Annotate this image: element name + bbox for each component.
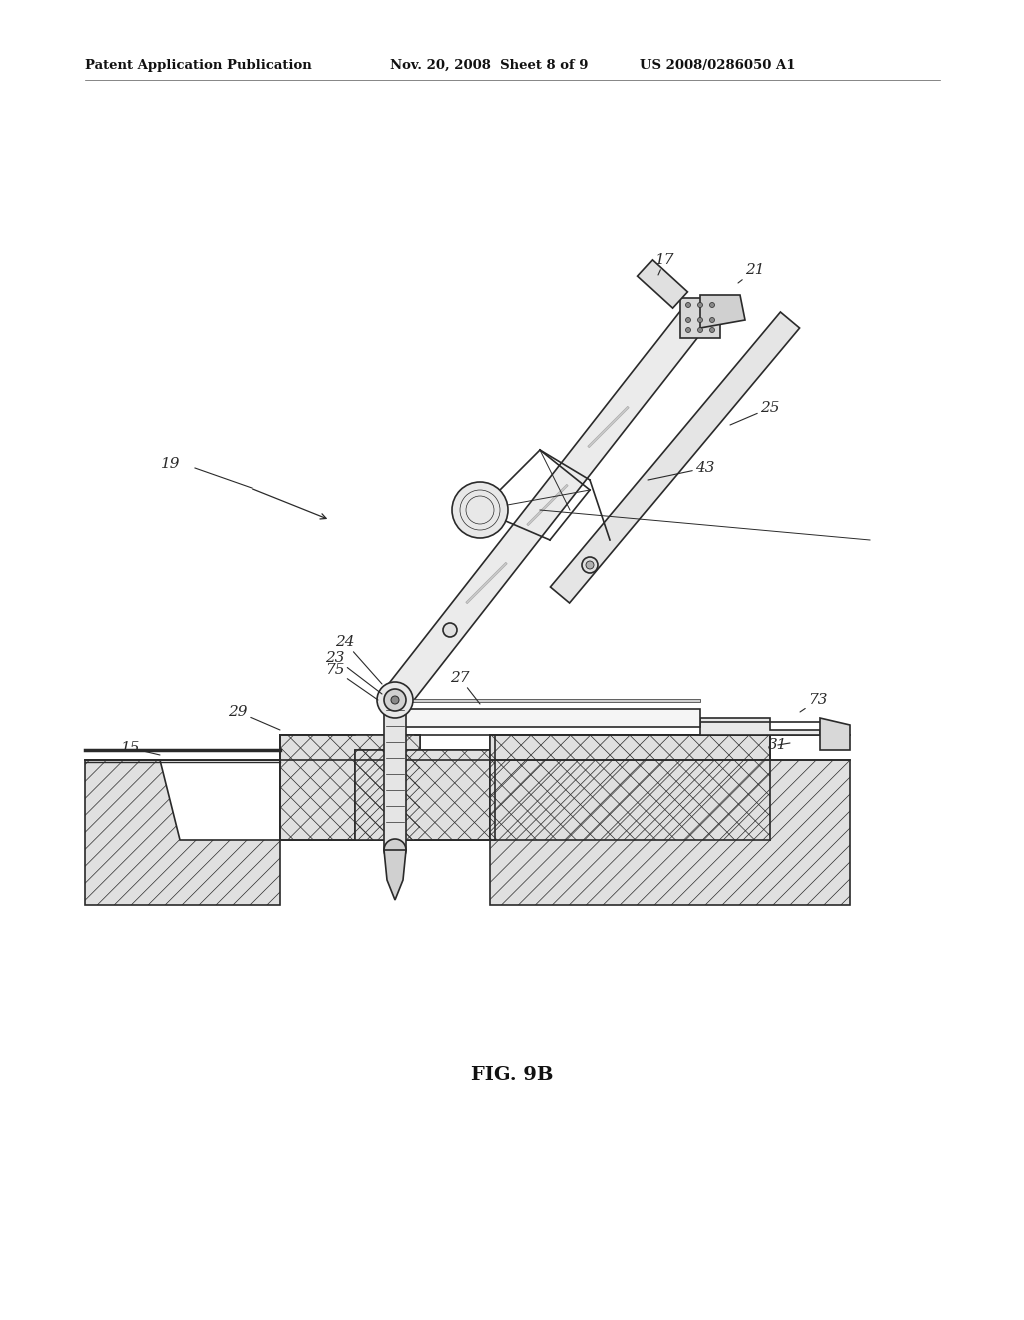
Circle shape: [586, 561, 594, 569]
Polygon shape: [490, 735, 770, 840]
Polygon shape: [280, 735, 420, 840]
Circle shape: [443, 623, 457, 638]
Polygon shape: [355, 750, 495, 840]
Polygon shape: [85, 760, 280, 906]
Circle shape: [697, 318, 702, 322]
Text: 29: 29: [228, 705, 280, 730]
Text: 25: 25: [730, 401, 779, 425]
Circle shape: [685, 318, 690, 322]
Text: 23: 23: [325, 651, 382, 694]
Circle shape: [384, 840, 406, 861]
Circle shape: [710, 318, 715, 322]
Text: 73: 73: [800, 693, 827, 711]
Text: 24: 24: [335, 635, 382, 684]
Polygon shape: [280, 735, 420, 840]
Polygon shape: [383, 301, 712, 709]
Circle shape: [685, 302, 690, 308]
Text: 19: 19: [161, 457, 180, 471]
Polygon shape: [700, 294, 745, 327]
Text: 43: 43: [648, 461, 715, 480]
Circle shape: [582, 557, 598, 573]
Circle shape: [710, 302, 715, 308]
Polygon shape: [280, 735, 420, 840]
Text: FIG. 9B: FIG. 9B: [471, 1067, 553, 1084]
Text: US 2008/0286050 A1: US 2008/0286050 A1: [640, 58, 796, 71]
Polygon shape: [355, 750, 495, 840]
Polygon shape: [700, 718, 820, 735]
Text: Nov. 20, 2008  Sheet 8 of 9: Nov. 20, 2008 Sheet 8 of 9: [390, 58, 589, 71]
Polygon shape: [680, 298, 720, 338]
Polygon shape: [588, 407, 629, 447]
Text: 15: 15: [121, 741, 160, 755]
Polygon shape: [395, 709, 700, 727]
Polygon shape: [820, 718, 850, 750]
Polygon shape: [355, 750, 495, 840]
Bar: [384, 700, 406, 850]
Polygon shape: [490, 760, 850, 906]
Text: 31: 31: [768, 738, 790, 752]
Polygon shape: [384, 850, 406, 900]
Circle shape: [377, 682, 413, 718]
Polygon shape: [466, 562, 507, 603]
Text: 27: 27: [450, 671, 480, 704]
Polygon shape: [490, 735, 770, 840]
Polygon shape: [490, 760, 850, 906]
Circle shape: [697, 327, 702, 333]
Circle shape: [685, 327, 690, 333]
Text: 21: 21: [738, 263, 765, 282]
Polygon shape: [526, 484, 568, 525]
Circle shape: [697, 302, 702, 308]
Polygon shape: [490, 735, 770, 840]
Polygon shape: [85, 760, 280, 906]
Circle shape: [710, 327, 715, 333]
Text: 17: 17: [655, 253, 675, 275]
Polygon shape: [395, 698, 700, 701]
Polygon shape: [638, 260, 687, 308]
Polygon shape: [490, 735, 770, 840]
Text: 75: 75: [325, 663, 378, 700]
Text: Patent Application Publication: Patent Application Publication: [85, 58, 311, 71]
Circle shape: [391, 696, 399, 704]
Circle shape: [384, 689, 406, 711]
Circle shape: [452, 482, 508, 539]
Polygon shape: [551, 312, 800, 603]
Polygon shape: [355, 750, 495, 840]
Polygon shape: [280, 735, 420, 840]
